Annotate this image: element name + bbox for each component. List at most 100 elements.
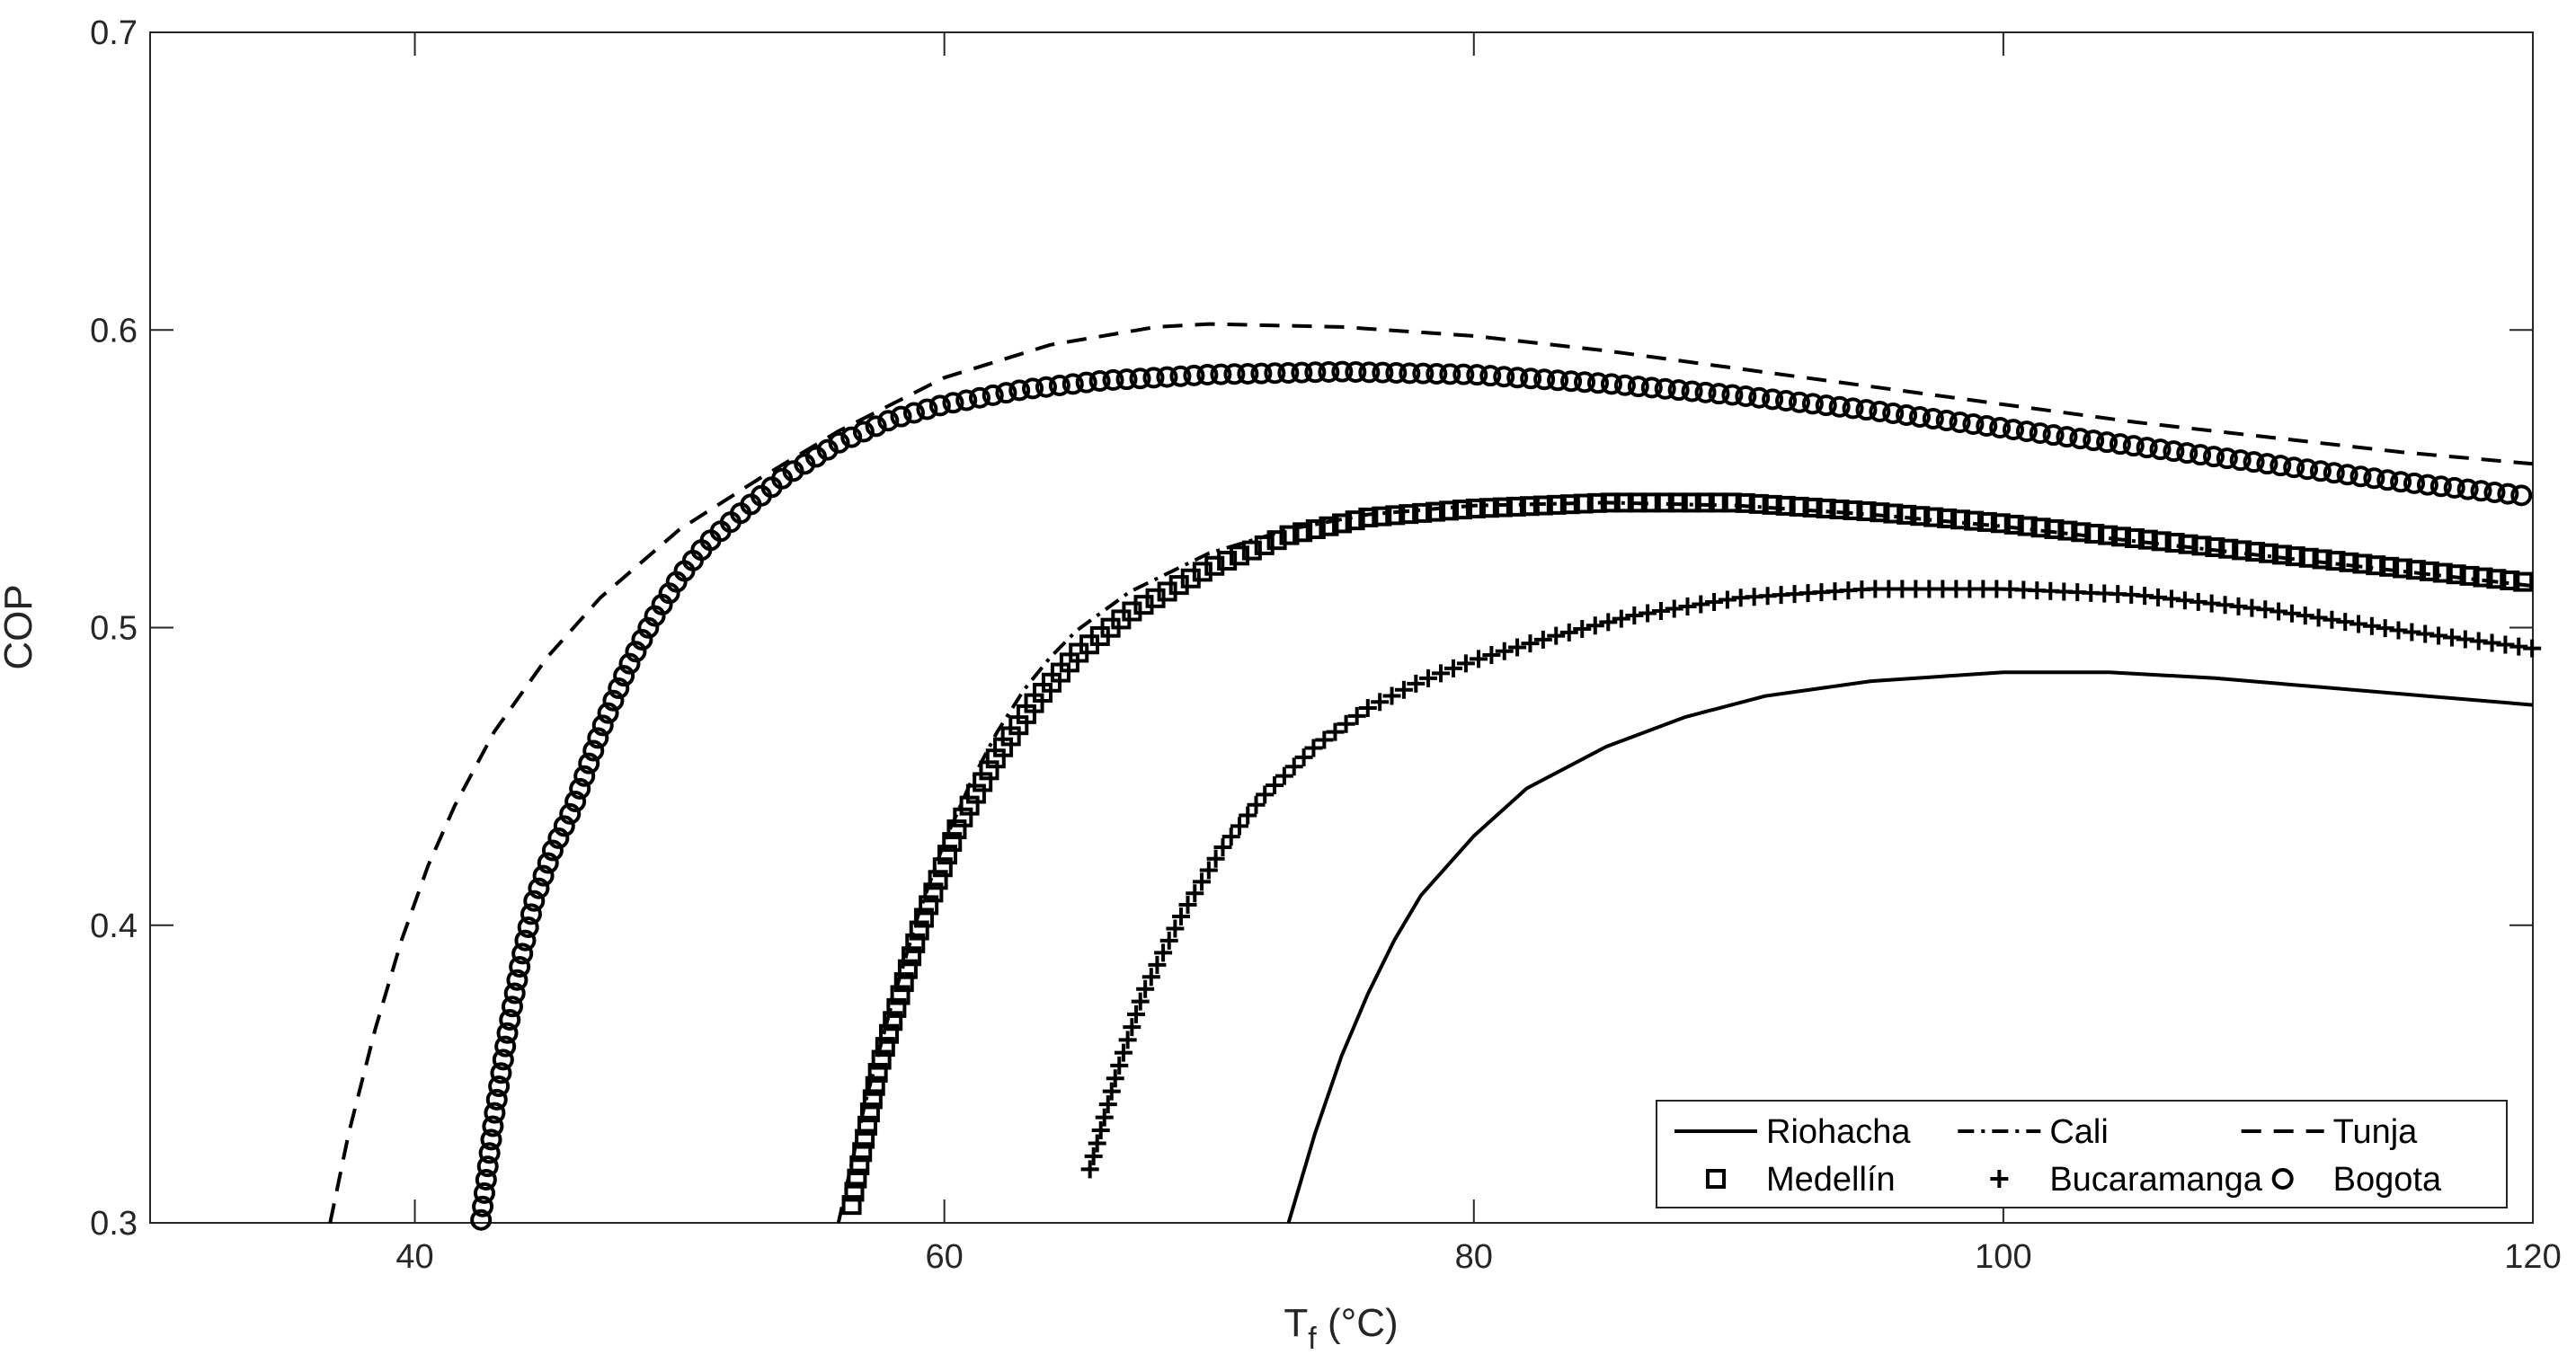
- series-marker: [1935, 410, 1958, 432]
- series-marker: [1241, 540, 1262, 561]
- legend-item: Riohacha: [1674, 1113, 1911, 1151]
- series-marker: [847, 1168, 867, 1189]
- series-marker: [1708, 492, 1728, 513]
- series-marker: [2362, 616, 2381, 635]
- series-marker: [2029, 422, 2051, 445]
- series-marker: [1990, 513, 2011, 534]
- series-marker: [1443, 659, 1462, 677]
- series-marker: [1127, 1005, 1146, 1023]
- series-marker: [1247, 795, 1266, 814]
- series-marker: [1533, 630, 1552, 649]
- series-marker: [1883, 503, 1904, 524]
- series-marker: [1382, 686, 1401, 705]
- series-marker: [2312, 549, 2332, 570]
- series-marker: [1573, 493, 1594, 514]
- x-axis-label: Tf (°C): [1284, 1301, 1398, 1356]
- series-marker: [2270, 455, 2292, 477]
- series-marker: [1385, 361, 1408, 384]
- series-marker: [1204, 555, 1225, 576]
- series-marker: [597, 702, 619, 724]
- series-marker: [2389, 621, 2408, 640]
- series-marker: [1612, 609, 1630, 628]
- series-marker: [1654, 377, 1676, 400]
- series-marker: [523, 890, 546, 912]
- series-marker: [2366, 555, 2386, 576]
- series-marker: [897, 959, 918, 979]
- series-marker: [2124, 527, 2145, 548]
- series-marker: [1080, 1160, 1099, 1179]
- series-marker: [1284, 757, 1303, 776]
- series-marker: [1088, 369, 1111, 392]
- x-axis-label-main: T: [1284, 1301, 1308, 1345]
- series-marker: [1199, 861, 1218, 880]
- series-marker: [2442, 628, 2461, 647]
- series-marker: [1230, 545, 1250, 566]
- series-marker: [501, 996, 523, 1018]
- series-marker: [893, 972, 914, 993]
- series-marker: [2459, 565, 2480, 586]
- series-marker: [1882, 403, 1905, 425]
- series-marker: [625, 641, 647, 663]
- series-marker: [528, 877, 550, 899]
- series-marker: [2456, 478, 2479, 500]
- series-marker: [968, 386, 990, 409]
- series-marker: [1385, 505, 1406, 526]
- series-marker: [1976, 511, 1997, 532]
- series-marker: [867, 1062, 888, 1083]
- series-marker: [1748, 493, 1769, 514]
- series-marker: [1358, 699, 1377, 718]
- series-marker: [480, 1129, 502, 1151]
- series-marker: [2057, 520, 2078, 541]
- series-marker: [2296, 606, 2314, 625]
- series-marker: [1035, 376, 1057, 398]
- series-marker: [2042, 424, 2065, 447]
- series-marker: [1829, 499, 1850, 519]
- series-marker: [2469, 632, 2488, 651]
- series-marker: [2003, 514, 2024, 535]
- legend-label: Riohacha: [1766, 1113, 1911, 1151]
- series-marker: [1775, 495, 1796, 516]
- series-marker: [1098, 1095, 1117, 1114]
- series-marker: [2298, 547, 2319, 568]
- series-marker: [1493, 366, 1515, 388]
- series-marker: [982, 384, 1004, 406]
- series-marker: [1908, 406, 1931, 429]
- series-marker: [1599, 613, 1618, 632]
- series-marker: [1183, 364, 1205, 386]
- series-marker: [879, 1023, 900, 1044]
- series-marker: [2309, 608, 2328, 627]
- series-marker: [488, 1075, 511, 1098]
- series-marker: [1304, 361, 1327, 384]
- series-marker: [2283, 456, 2305, 479]
- series-medellín: [841, 492, 2534, 1216]
- series-marker: [1856, 500, 1877, 521]
- series-marker: [1639, 604, 1657, 623]
- series-marker: [509, 956, 531, 978]
- series-marker: [1331, 360, 1354, 383]
- series-marker: [919, 895, 939, 916]
- series-marker: [1506, 367, 1529, 389]
- series-marker: [2151, 531, 2172, 552]
- series-marker: [2336, 613, 2355, 632]
- series-marker: [1762, 388, 1784, 411]
- series-marker: [1989, 417, 2012, 439]
- series-marker: [902, 946, 922, 967]
- series-marker: [902, 402, 925, 424]
- series-marker: [1949, 412, 1971, 434]
- series-marker: [2202, 446, 2225, 468]
- series-marker: [1546, 494, 1567, 515]
- series-marker: [476, 1155, 499, 1178]
- series-marker: [923, 882, 944, 903]
- series-marker: [1110, 1056, 1129, 1075]
- series-marker: [1586, 492, 1607, 513]
- series-marker: [916, 398, 938, 420]
- series-marker: [492, 1049, 514, 1071]
- series-marker: [1802, 497, 1823, 518]
- series-marker: [1394, 680, 1413, 699]
- series-marker: [2232, 540, 2252, 561]
- series-marker: [1178, 896, 1197, 915]
- series-marker: [2486, 569, 2507, 589]
- series-marker: [1305, 519, 1326, 540]
- series-marker: [1292, 522, 1313, 543]
